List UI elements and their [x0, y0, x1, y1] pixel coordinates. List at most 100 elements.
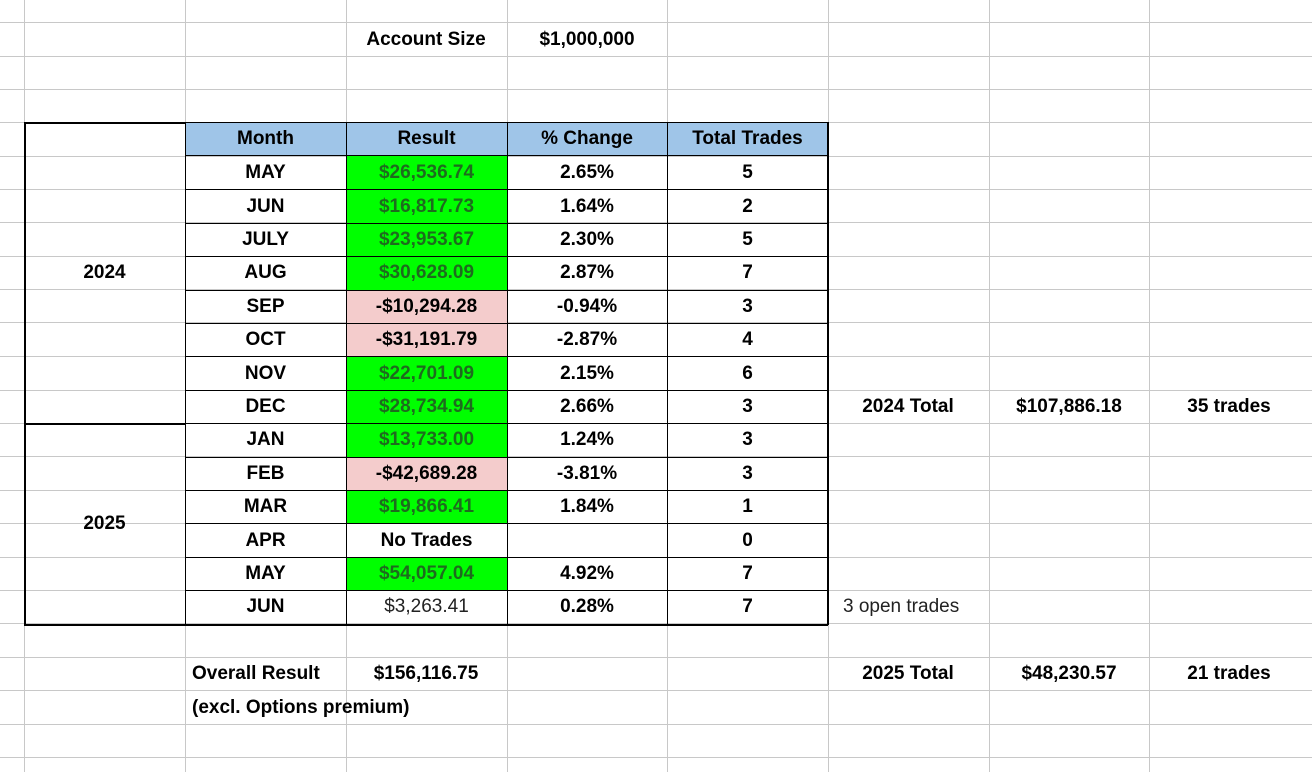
overall-result-note[interactable]: (excl. Options premium) [192, 696, 410, 718]
year-2024-cell[interactable]: 2024 [83, 262, 126, 284]
change-cell[interactable]: 2.30% [560, 228, 614, 250]
change-cell[interactable]: 4.92% [560, 562, 614, 584]
gridline [0, 289, 1312, 290]
table-border [24, 122, 26, 624]
result-cell[interactable]: No Trades [380, 529, 473, 551]
result-cell[interactable]: -$42,689.28 [346, 456, 507, 490]
change-cell[interactable]: 1.24% [560, 429, 614, 451]
total-2025-amount[interactable]: $48,230.57 [1021, 663, 1117, 684]
total-2025-label[interactable]: 2025 Total [862, 663, 954, 684]
table-border [185, 457, 828, 458]
gridline [0, 56, 1312, 57]
trades-cell[interactable]: 3 [742, 429, 753, 451]
header-trades[interactable]: Total Trades [667, 122, 828, 155]
table-border [24, 122, 185, 124]
result-cell[interactable]: $26,536.74 [346, 156, 507, 190]
result-cell[interactable]: $16,817.73 [346, 189, 507, 223]
table-border [185, 122, 186, 624]
change-cell[interactable]: 2.15% [560, 362, 614, 384]
table-border [24, 423, 185, 426]
result-cell[interactable]: $3,263.41 [384, 596, 469, 618]
month-cell[interactable]: MAY [245, 562, 286, 584]
trades-cell[interactable]: 7 [742, 596, 753, 618]
change-cell[interactable]: 2.87% [560, 262, 614, 284]
gridline [0, 657, 1312, 658]
change-cell[interactable]: 2.65% [560, 162, 614, 184]
overall-result-label[interactable]: Overall Result [192, 663, 320, 684]
account-size-label[interactable]: Account Size [366, 28, 486, 50]
result-cell[interactable]: $23,953.67 [346, 222, 507, 257]
result-cell[interactable]: $22,701.09 [346, 356, 507, 390]
change-cell[interactable]: 0.28% [560, 596, 614, 618]
trades-cell[interactable]: 5 [742, 228, 753, 250]
table-border [24, 623, 828, 626]
result-cell[interactable]: $30,628.09 [346, 256, 507, 290]
trades-cell[interactable]: 7 [742, 262, 753, 284]
table-border [185, 423, 828, 424]
header-change[interactable]: % Change [507, 122, 667, 155]
account-size-value[interactable]: $1,000,000 [539, 28, 635, 50]
gridline [0, 757, 1312, 758]
total-2024-amount[interactable]: $107,886.18 [1016, 396, 1122, 417]
open-trades-note[interactable]: 3 open trades [843, 596, 960, 617]
header-month[interactable]: Month [185, 122, 346, 155]
result-cell[interactable]: $13,733.00 [346, 423, 507, 457]
gridline [0, 222, 1312, 223]
trades-cell[interactable]: 5 [742, 162, 753, 184]
month-cell[interactable]: JUN [246, 596, 285, 618]
overall-result-value[interactable]: $156,116.75 [373, 663, 479, 684]
result-cell[interactable]: $54,057.04 [346, 556, 507, 591]
change-cell[interactable]: 1.64% [560, 195, 614, 217]
month-cell[interactable]: APR [245, 529, 286, 551]
trades-cell[interactable]: 3 [742, 295, 753, 317]
trades-cell[interactable]: 3 [742, 462, 753, 484]
header-result[interactable]: Result [346, 122, 507, 155]
trades-cell[interactable]: 4 [742, 329, 753, 351]
change-cell[interactable] [507, 523, 667, 556]
gridline [0, 89, 1312, 90]
month-cell[interactable]: MAR [243, 496, 288, 518]
month-cell[interactable]: JUN [246, 195, 285, 217]
table-border [185, 523, 828, 524]
gridline [0, 156, 1312, 157]
month-cell[interactable]: AUG [244, 262, 287, 284]
table-border [185, 323, 828, 324]
total-2025-trades[interactable]: 21 trades [1187, 663, 1271, 684]
gridline [0, 22, 1312, 23]
month-cell[interactable]: JAN [246, 429, 285, 451]
table-border [185, 256, 828, 257]
month-cell[interactable]: SEP [246, 295, 285, 317]
year-2025-cell[interactable]: 2025 [83, 512, 126, 534]
gridline [0, 456, 1312, 457]
gridline [0, 623, 1312, 624]
table-border [827, 122, 829, 625]
table-border [185, 490, 828, 491]
table-border [185, 590, 828, 591]
trades-cell[interactable]: 2 [742, 195, 753, 217]
trades-cell[interactable]: 1 [742, 496, 753, 518]
month-cell[interactable]: JULY [242, 228, 289, 250]
change-cell[interactable]: 1.84% [560, 496, 614, 518]
trades-cell[interactable]: 6 [742, 362, 753, 384]
month-cell[interactable]: MAY [245, 162, 286, 184]
month-cell[interactable]: DEC [245, 395, 286, 417]
change-cell[interactable]: -2.87% [556, 329, 618, 351]
trades-cell[interactable]: 0 [742, 529, 753, 551]
change-cell[interactable]: -0.94% [556, 295, 618, 317]
month-cell[interactable]: FEB [246, 462, 285, 484]
month-cell[interactable]: NOV [244, 362, 287, 384]
result-cell[interactable]: -$31,191.79 [346, 323, 507, 357]
result-cell[interactable]: $28,734.94 [346, 389, 507, 424]
change-cell[interactable]: 2.66% [560, 395, 614, 417]
trades-cell[interactable]: 3 [742, 395, 753, 417]
total-2024-trades[interactable]: 35 trades [1187, 396, 1271, 417]
change-cell[interactable]: -3.81% [556, 462, 618, 484]
result-cell[interactable]: $19,866.41 [346, 490, 507, 524]
total-2024-label[interactable]: 2024 Total [862, 396, 954, 417]
month-cell[interactable]: OCT [245, 329, 286, 351]
result-cell[interactable]: -$10,294.28 [346, 289, 507, 323]
table-border [185, 390, 828, 391]
trades-cell[interactable]: 7 [742, 562, 753, 584]
table-border [185, 557, 828, 558]
